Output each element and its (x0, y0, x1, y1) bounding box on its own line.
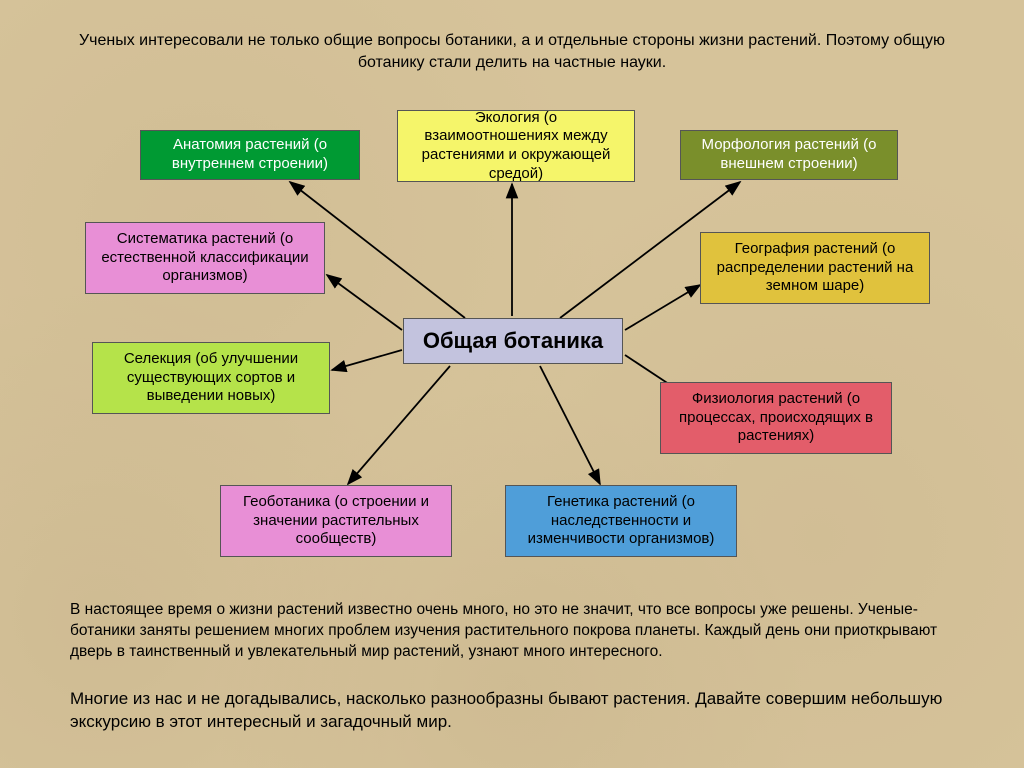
center-node: Общая ботаника (403, 318, 623, 364)
branch-selection: Селекция (об улучшении существующих сорт… (92, 342, 330, 414)
outro-text-2: Многие из нас и не догадывались, насколь… (70, 688, 954, 734)
branch-genetics: Генетика растений (о наследственности и … (505, 485, 737, 557)
branch-morphology: Морфология растений (о внешнем строении) (680, 130, 898, 180)
branch-ecology: Экология (о взаимоотношениях между расте… (397, 110, 635, 182)
arrow-geography (625, 285, 700, 330)
branch-geography: География растений (о распределении раст… (700, 232, 930, 304)
arrow-systematics (327, 275, 402, 330)
arrow-genetics (540, 366, 600, 484)
arrow-geobotany (348, 366, 450, 484)
branch-physiology: Физиология растений (о процессах, происх… (660, 382, 892, 454)
branch-anatomy: Анатомия растений (о внутреннем строении… (140, 130, 360, 180)
intro-text: Ученых интересовали не только общие вопр… (70, 30, 954, 73)
branch-geobotany: Геоботаника (о строении и значении расти… (220, 485, 452, 557)
outro-text-1: В настоящее время о жизни растений извес… (70, 600, 954, 663)
arrow-selection (332, 350, 402, 370)
branch-systematics: Систематика растений (о естественной кла… (85, 222, 325, 294)
